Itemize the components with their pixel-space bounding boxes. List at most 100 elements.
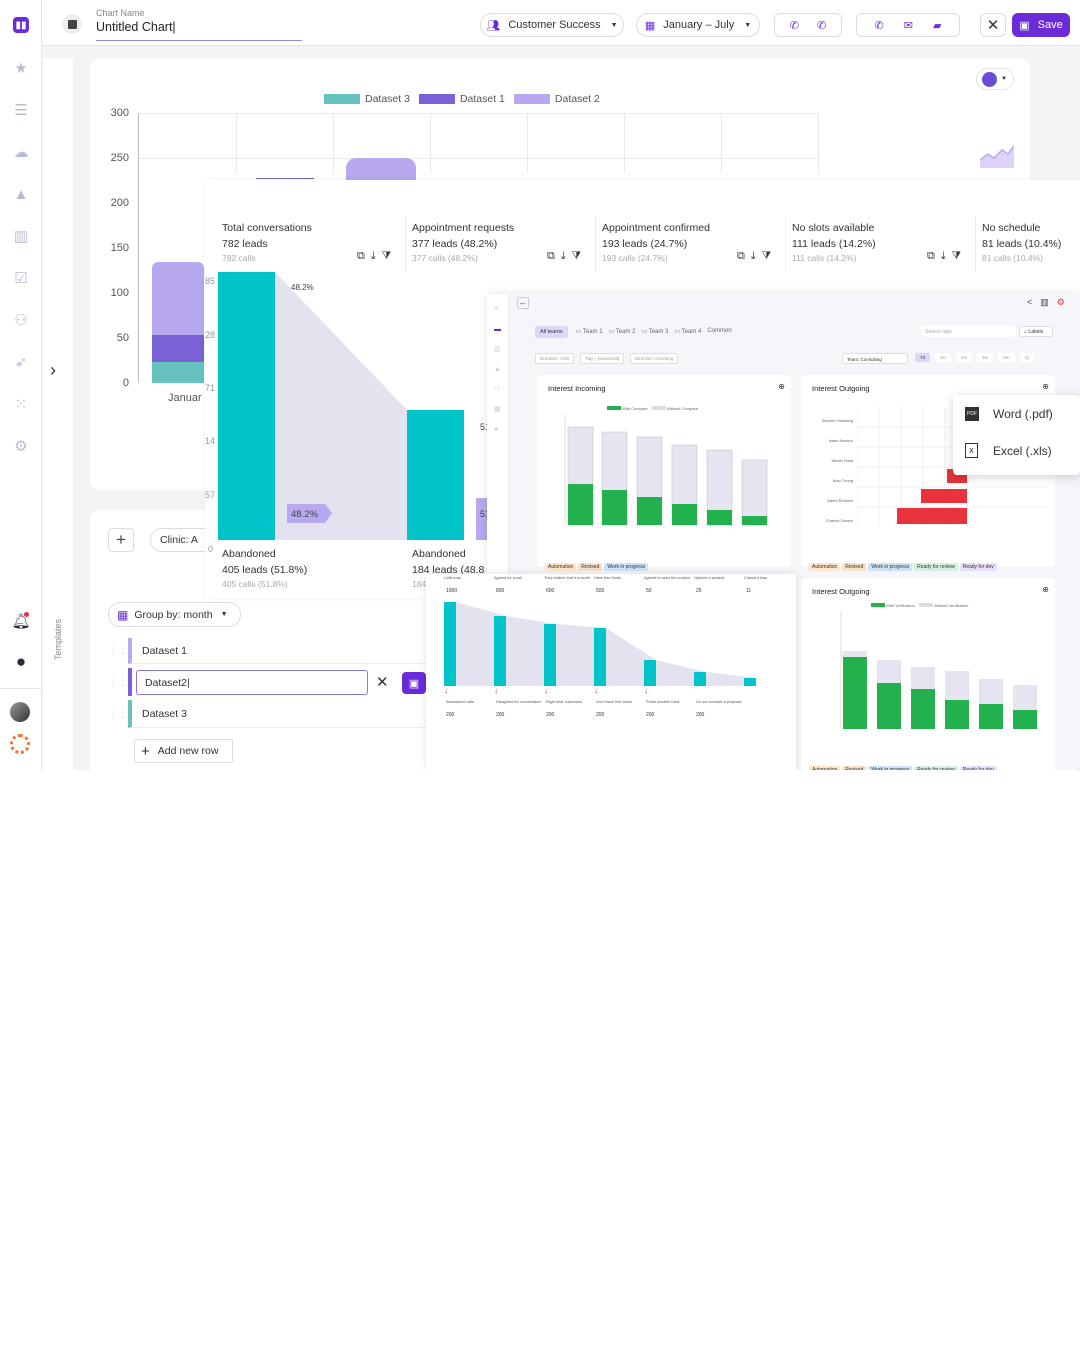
filter-chip[interactable]: Direction: incoming bbox=[630, 353, 679, 364]
gridline bbox=[527, 113, 528, 173]
range-option[interactable]: 1y bbox=[1019, 353, 1035, 362]
stat-actions[interactable]: ⧉⤓⧩ bbox=[927, 250, 967, 263]
panel-title: Interest Incoming bbox=[548, 384, 606, 393]
mail-icon[interactable]: ✉ bbox=[903, 19, 913, 32]
filter-chip[interactable]: Tag = [voicemail] bbox=[580, 353, 625, 364]
export-word-option[interactable]: PDF Word (.pdf) bbox=[965, 407, 1053, 421]
legend-swatch bbox=[324, 94, 360, 104]
templates-tab[interactable]: Templates bbox=[53, 618, 63, 660]
dataset-row[interactable]: Dataset 3 bbox=[128, 700, 430, 728]
area-chart-icon[interactable] bbox=[979, 144, 1015, 168]
chart-type-icon[interactable] bbox=[62, 14, 82, 34]
save-button[interactable]: ▣ Save bbox=[1012, 13, 1070, 37]
group-by-select[interactable]: ▦ Group by: month ▼ bbox=[108, 602, 241, 627]
excel-icon: x bbox=[965, 443, 978, 458]
stat-actions[interactable]: ⧉⤓⧩ bbox=[737, 250, 777, 263]
export-excel-option[interactable]: x Excel (.xls) bbox=[965, 443, 1052, 458]
book-icon[interactable]: ▥ bbox=[13, 228, 29, 245]
drag-handle-icon[interactable]: ⋮⋮ bbox=[108, 708, 128, 719]
bar-dataset1[interactable] bbox=[152, 335, 204, 362]
close-button[interactable]: ✕ bbox=[980, 13, 1006, 37]
interest-incoming-panel: Interest Incoming ⊕ With Compare Without… bbox=[537, 375, 791, 571]
panel-download-icon[interactable]: ⊕ bbox=[1042, 585, 1049, 594]
bar-dataset2[interactable] bbox=[346, 158, 416, 180]
dataset-color-bar bbox=[128, 668, 132, 696]
chart-name-input[interactable]: Untitled Chart| bbox=[96, 20, 302, 41]
tab-team[interactable]: ▭ Team 3 bbox=[641, 329, 669, 335]
preview-nav-icons[interactable]: ≡ ▬ ▥ ▲ ⚇ ▦ ● bbox=[494, 306, 501, 433]
cancel-edit-icon[interactable]: ✕ bbox=[376, 674, 389, 691]
range-option[interactable]: 6m bbox=[998, 353, 1015, 362]
panel-download-icon[interactable]: ⊕ bbox=[1042, 382, 1049, 391]
stat-value: 184 leads (48.8 bbox=[412, 564, 485, 576]
incoming-call-icon[interactable]: ✆ bbox=[817, 19, 827, 32]
phone-icon[interactable]: ✆ bbox=[874, 19, 884, 32]
gear-icon[interactable]: ⚙ bbox=[14, 438, 28, 455]
stat-actions[interactable]: ⧉⤓⧩ bbox=[357, 250, 397, 263]
org-logo[interactable] bbox=[10, 734, 30, 754]
drag-handle-icon[interactable]: ⋮⋮ bbox=[108, 676, 128, 687]
add-button[interactable]: + bbox=[108, 528, 134, 552]
preview-actions[interactable]: <▥⚙ bbox=[1027, 297, 1073, 308]
date-range-select[interactable]: ▦ January – July ▼ bbox=[636, 13, 760, 37]
tab-team[interactable]: ▭ Team 4 bbox=[674, 329, 702, 335]
stat-actions[interactable]: ⧉⤓⧩ bbox=[547, 250, 587, 263]
stat-appointment-confirmed: Appointment confirmed 193 leads (24.7%) … bbox=[596, 216, 786, 272]
gridline bbox=[818, 113, 819, 173]
drag-handle-icon[interactable]: ⋮⋮ bbox=[108, 644, 128, 655]
color-picker[interactable]: ▼ bbox=[976, 68, 1014, 90]
graduation-icon[interactable]: ▲ bbox=[13, 185, 29, 203]
dataset-name-input[interactable]: Dataset2| bbox=[136, 670, 368, 695]
panel-legend: With Compare Without Compare bbox=[607, 406, 698, 411]
apps-grid-icon[interactable]: ⁙ bbox=[14, 396, 28, 413]
range-option[interactable]: 7d bbox=[915, 353, 931, 362]
funnel-chart bbox=[218, 272, 505, 540]
rocket-icon[interactable]: ➶ bbox=[14, 354, 28, 371]
missed-call-icon[interactable]: ✆ bbox=[789, 19, 799, 32]
chart-app-icon[interactable]: ▮▮ bbox=[13, 17, 29, 33]
mini-funnel-panel: Calls total Agreed for a call They believe… bbox=[426, 574, 796, 770]
legend-swatch bbox=[513, 94, 550, 104]
chevron-right-icon[interactable]: › bbox=[50, 360, 56, 380]
dataset-row[interactable]: Dataset 1 bbox=[128, 638, 430, 664]
tab-team[interactable]: ▭ Team 1 bbox=[575, 329, 603, 335]
funnel-pct-label: 48.2% bbox=[291, 283, 314, 292]
tag-search-input[interactable]: Search tags bbox=[921, 326, 1016, 337]
app-window: ▮▮ ★ ☰ ☁ ▲ ▥ ☑ ⚇ ➶ ⁙ ⚙ 🔔︎ ● › Templates … bbox=[0, 0, 1080, 770]
save-dataset-button[interactable]: ▣ bbox=[402, 672, 426, 694]
account-icon[interactable]: ● bbox=[15, 652, 27, 671]
filter-chip[interactable]: Duration: >20s bbox=[535, 353, 575, 364]
checklist-icon[interactable]: ☑ bbox=[14, 270, 28, 287]
legend-label: Dataset 2 bbox=[554, 93, 600, 105]
tab-team[interactable]: ▭ Team 2 bbox=[608, 329, 636, 335]
labels-button[interactable]: ⌂ Labels bbox=[1019, 326, 1053, 337]
channel-filter-group: ✆ ✉ ▰ bbox=[856, 13, 960, 37]
range-option[interactable]: 1m bbox=[955, 353, 973, 362]
users-icon[interactable]: ⚇ bbox=[14, 312, 28, 329]
range-option[interactable]: 2w bbox=[935, 353, 951, 362]
bar-dataset3[interactable] bbox=[152, 362, 204, 383]
team-select[interactable]: 👥︎ Customer Success ▼ bbox=[480, 13, 624, 37]
stat-sub: 111 calls (14.2%) bbox=[792, 253, 857, 263]
tab-common[interactable]: Common bbox=[707, 328, 732, 334]
gridline bbox=[430, 113, 431, 173]
chat-icon[interactable]: ▰ bbox=[932, 19, 942, 32]
star-icon[interactable]: ★ bbox=[14, 60, 28, 77]
top-header: Chart Name Untitled Chart| 👥︎ Customer S… bbox=[42, 0, 1080, 46]
add-row-button[interactable]: + Add new row bbox=[134, 739, 233, 763]
stat-sub: 193 calls (24.7%) bbox=[602, 253, 668, 263]
bell-icon[interactable]: 🔔︎ bbox=[11, 613, 31, 630]
team-filter[interactable]: Team: Consulting bbox=[842, 353, 908, 364]
abandoned-stat: Abandoned 405 leads (51.8%) 405 calls (5… bbox=[222, 548, 307, 589]
back-arrow-icon[interactable]: ← bbox=[517, 297, 529, 309]
panel-download-icon[interactable]: ⊕ bbox=[778, 382, 785, 391]
settings-icon: ⚙ bbox=[1056, 297, 1073, 307]
tab-all-teams[interactable]: All teams bbox=[535, 326, 568, 338]
cloud-icon[interactable]: ☁ bbox=[13, 144, 29, 161]
mini-funnel-arrows: ↓ ↓ ↓ ↓ ↓ bbox=[444, 686, 648, 695]
range-option[interactable]: 3m bbox=[977, 353, 994, 362]
brand-logo[interactable] bbox=[10, 702, 30, 722]
y-axis-line bbox=[138, 113, 139, 383]
list-icon[interactable]: ☰ bbox=[14, 102, 28, 119]
bar-dataset2[interactable] bbox=[152, 262, 204, 335]
